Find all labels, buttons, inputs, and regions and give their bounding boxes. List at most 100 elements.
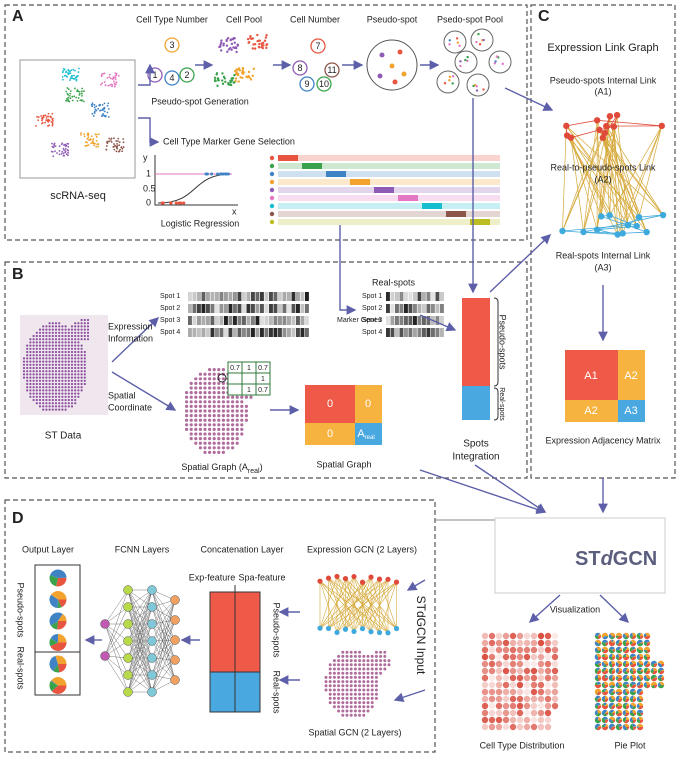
- fcnn-edge: [127, 589, 153, 625]
- tissue-spot: [337, 663, 341, 667]
- cell-dot: [227, 82, 230, 85]
- tissue-spot: [358, 671, 362, 675]
- tissue-spot: [83, 331, 86, 334]
- pie-spot: [617, 664, 619, 667]
- tissue-spot: [189, 400, 193, 404]
- tissue-spot: [337, 701, 341, 705]
- distribution-spot: [523, 639, 531, 647]
- tissue-spot: [379, 659, 383, 663]
- count-label: 10: [319, 79, 329, 89]
- cell-dot: [76, 100, 79, 102]
- tissue-spot: [32, 379, 35, 382]
- distribution-spot: [551, 667, 559, 675]
- link: [562, 125, 607, 232]
- tissue-spot: [231, 404, 235, 408]
- cell-dot: [53, 142, 56, 145]
- tissue-spot: [349, 688, 353, 692]
- tissue-spot: [67, 341, 70, 344]
- logo-part: GCN: [613, 548, 657, 570]
- pie-spot: [630, 643, 637, 647]
- tissue-spot: [208, 395, 212, 399]
- distribution-spot: [481, 660, 489, 668]
- tissue-spot: [221, 441, 225, 445]
- tissue-spot: [80, 357, 83, 360]
- distribution-spot: [495, 723, 503, 731]
- link: [596, 120, 602, 217]
- tissue-spot: [67, 382, 70, 386]
- tissue-spot: [48, 373, 51, 376]
- cell-dot: [93, 106, 96, 109]
- expression-cell: [206, 304, 210, 313]
- tissue-spot: [198, 395, 202, 399]
- pie-spot: [601, 650, 605, 652]
- tissue-spot: [67, 392, 70, 395]
- distribution-spot: [523, 681, 531, 689]
- pie-spot: [612, 713, 616, 716]
- tissue-spot: [208, 391, 212, 395]
- step-label: Psedo-spot Pool: [437, 14, 503, 24]
- tissue-spot: [77, 325, 80, 328]
- link: [319, 576, 355, 629]
- tissue-spot: [83, 366, 86, 370]
- distribution-spot: [537, 646, 545, 654]
- tissue-spot: [341, 696, 345, 700]
- cell-dot: [121, 147, 124, 150]
- output-pie: [57, 633, 67, 643]
- pie-spot: [629, 704, 633, 710]
- heat-block: [398, 195, 418, 201]
- tissue-spot: [70, 392, 74, 395]
- tissue-spot: [74, 376, 77, 379]
- cell-dot: [115, 150, 118, 153]
- tissue-spot: [370, 667, 374, 671]
- cell-dot: [213, 76, 217, 80]
- cell-dot: [110, 141, 113, 143]
- tissue-spot: [362, 680, 366, 684]
- distribution-spot: [516, 688, 524, 696]
- tissue-spot: [358, 675, 362, 679]
- distribution-spot: [544, 716, 552, 724]
- tissue-spot: [58, 398, 61, 402]
- tissue-spot: [337, 671, 341, 675]
- distribution-spot: [502, 723, 510, 731]
- tissue-spot: [231, 418, 235, 422]
- tissue-spot: [362, 688, 366, 692]
- tissue-spot: [67, 366, 70, 370]
- cell-dot: [466, 55, 469, 59]
- expression-cell: [431, 328, 435, 337]
- fcnn-edge: [151, 639, 176, 659]
- pie-spot: [626, 692, 630, 695]
- pie-spot: [644, 654, 647, 657]
- cell-dot: [256, 39, 259, 43]
- tissue-spot: [29, 366, 32, 370]
- tissue-spot: [54, 395, 58, 398]
- pie-spot: [619, 647, 623, 650]
- pie-spot: [647, 657, 651, 661]
- pie-spot: [654, 685, 658, 689]
- cell-dot: [455, 37, 459, 40]
- tissue-spot: [70, 334, 74, 338]
- cell-dot: [224, 80, 227, 84]
- pie-spot: [636, 712, 642, 717]
- tissue-spot: [48, 395, 51, 398]
- tissue-spot: [61, 347, 64, 350]
- expression-cell: [408, 304, 413, 313]
- pie-spot: [629, 667, 633, 671]
- distribution-spot: [537, 632, 545, 640]
- pie-spot: [594, 674, 598, 679]
- tissue-spot: [231, 432, 235, 436]
- expression-cell: [291, 304, 296, 313]
- pie-spot: [601, 648, 605, 651]
- pie-spot: [612, 674, 616, 678]
- pie-spot: [605, 642, 609, 643]
- tissue-spot: [54, 344, 58, 347]
- tissue-spot: [35, 334, 38, 338]
- pie-spot: [638, 653, 644, 657]
- integration-title: Integration: [452, 452, 499, 463]
- tissue-spot: [221, 432, 225, 436]
- pie-spot: [629, 661, 633, 665]
- expression-cell: [413, 292, 417, 301]
- tissue-spot: [358, 650, 362, 654]
- pie-spot: [622, 647, 626, 653]
- pie-spot: [636, 723, 644, 727]
- cell-dot: [459, 64, 462, 68]
